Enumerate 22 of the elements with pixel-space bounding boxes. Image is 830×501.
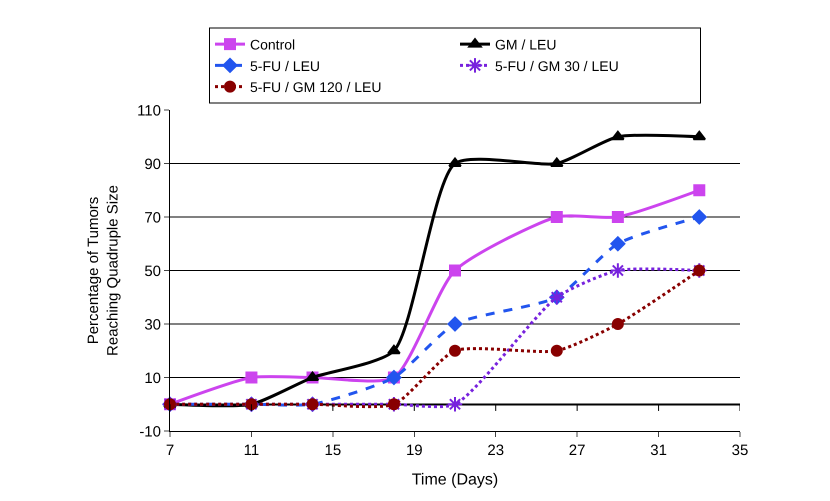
y-tick-label: 90 [144,156,161,173]
x-tick-label: 31 [650,442,667,459]
x-tick-label: 11 [244,442,260,459]
y-tick-label: 10 [144,370,161,387]
legend-label: Control [250,36,296,53]
x-tick-label: 15 [324,442,342,459]
x-tick-label: 23 [487,442,504,459]
x-tick-label: 7 [166,442,174,459]
y-axis-title: Percentage of Tumors Reaching Quadruple Size [84,185,122,356]
legend-label: 5-FU / GM 30 / LEU [495,58,619,74]
y-tick-label: 50 [144,262,161,280]
y-tick-label: 70 [144,209,161,226]
legend-label: GM / LEU [495,36,556,53]
y-tick-label: 110 [137,102,161,120]
y-tick-label: 30 [144,316,161,334]
x-tick-label: 27 [568,442,586,459]
legend-label: 5-FU / GM 120 / LEU [250,79,382,96]
x-axis-title: Time (Days) [412,472,498,489]
x-tick-label: 19 [406,442,423,459]
y-tick-label: -10 [139,423,161,440]
x-tick-label: 35 [732,442,748,459]
legend-label: 5-FU / LEU [250,58,320,74]
